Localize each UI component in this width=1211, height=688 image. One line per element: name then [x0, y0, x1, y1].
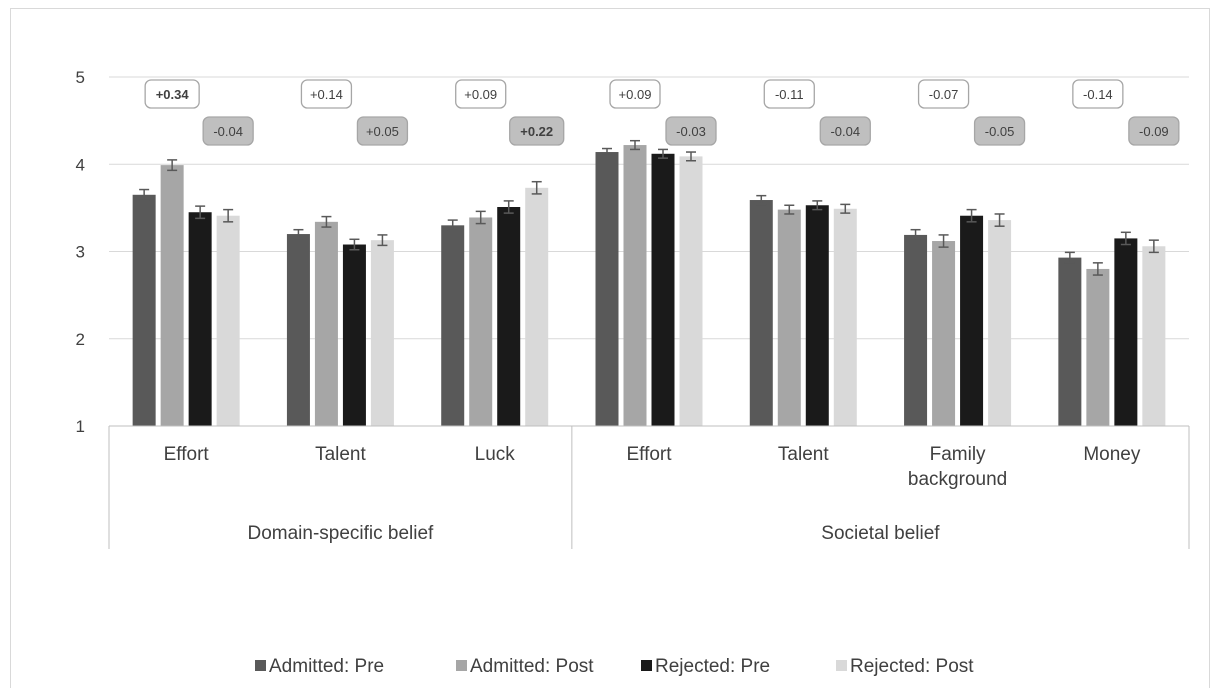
change-callout-text: -0.14 — [1083, 87, 1113, 102]
change-callout — [356, 116, 409, 146]
legend-swatch — [836, 660, 847, 671]
bar — [833, 208, 857, 426]
chart-area: 1 2 3 4 5 Effort Talent Luck Effort Talent Family… — [10, 8, 1210, 688]
legend-swatch — [641, 660, 652, 671]
bar — [441, 225, 465, 426]
change-callout — [455, 79, 507, 109]
bar — [342, 244, 366, 426]
bar — [904, 234, 928, 426]
bar — [960, 215, 984, 426]
change-callout-text: -0.05 — [985, 124, 1015, 139]
category-label: Talent — [315, 444, 366, 465]
change-callout-text: +0.34 — [156, 87, 190, 102]
bars — [132, 139, 1166, 426]
change-callout — [819, 116, 871, 146]
legend-label: Rejected: Post — [850, 656, 974, 677]
category-label: Luck — [475, 444, 516, 465]
bar — [988, 220, 1012, 426]
bar — [679, 156, 703, 426]
change-callout — [202, 116, 254, 146]
bar — [469, 217, 493, 426]
change-callout — [509, 116, 565, 146]
change-callout-text: +0.09 — [464, 87, 497, 102]
bar — [1114, 238, 1138, 426]
legend-label: Admitted: Post — [470, 656, 594, 677]
legend-swatch — [255, 660, 266, 671]
bar — [314, 221, 338, 426]
change-callout — [144, 79, 200, 109]
bar — [1142, 246, 1166, 426]
bar-chart: 1 2 3 4 5 Effort Talent Luck Effort Talent Family… — [76, 68, 1190, 677]
change-callout-text: -0.04 — [213, 124, 243, 139]
bar — [595, 152, 619, 426]
bar — [525, 187, 549, 426]
bar — [777, 209, 801, 426]
change-callout — [1128, 116, 1180, 146]
y-tick-label: 1 — [76, 417, 85, 436]
change-callout — [917, 79, 970, 109]
legend: Admitted: Pre Admitted: Post Rejected: Pre… — [255, 656, 974, 677]
bar — [805, 205, 829, 426]
bar — [651, 153, 675, 426]
bar — [188, 212, 212, 426]
category-label: background — [908, 469, 1007, 490]
bar — [749, 200, 773, 426]
bar — [1086, 268, 1110, 426]
bar — [623, 145, 647, 426]
group-label: Societal belief — [821, 523, 940, 544]
y-tick-label: 2 — [76, 330, 85, 349]
y-tick-label: 5 — [76, 68, 85, 87]
category-label: Effort — [626, 444, 672, 465]
y-tick-label: 3 — [76, 243, 85, 262]
change-callout-text: +0.22 — [520, 124, 553, 139]
y-tick-label: 4 — [76, 155, 85, 174]
legend-label: Admitted: Pre — [269, 656, 384, 677]
change-callout — [763, 79, 815, 109]
change-callout-text: -0.11 — [775, 87, 804, 102]
bar — [160, 165, 184, 426]
change-callout — [300, 79, 353, 109]
bar — [132, 194, 156, 426]
change-callout-text: -0.07 — [929, 87, 959, 102]
change-callout — [665, 116, 717, 146]
x-axis: Effort Talent Luck Effort Talent Family backgr… — [108, 425, 1190, 549]
legend-swatch — [456, 660, 467, 671]
bar — [932, 241, 956, 426]
change-callout-text: -0.04 — [830, 124, 860, 139]
category-label: Talent — [778, 444, 829, 465]
bar — [1058, 257, 1082, 426]
bar — [370, 240, 394, 426]
change-callout — [609, 79, 661, 109]
legend-label: Rejected: Pre — [655, 656, 770, 677]
bar — [216, 215, 240, 426]
change-callout-text: +0.05 — [366, 124, 399, 139]
bar — [497, 207, 521, 426]
change-callout-text: -0.03 — [676, 124, 706, 139]
category-label: Family — [930, 444, 986, 465]
change-callout-text: -0.09 — [1139, 124, 1169, 139]
change-callouts: +0.34 +0.14 +0.09 +0.09 -0.11 -0.07 -0.14 -0.04… — [144, 79, 1180, 146]
bar — [286, 234, 310, 426]
change-callout — [1072, 79, 1124, 109]
category-label: Effort — [164, 444, 210, 465]
category-label: Money — [1083, 444, 1141, 465]
change-callout-text: +0.09 — [619, 87, 652, 102]
change-callout — [973, 116, 1026, 146]
group-label: Domain-specific belief — [247, 523, 434, 544]
change-callout-text: +0.14 — [310, 87, 343, 102]
